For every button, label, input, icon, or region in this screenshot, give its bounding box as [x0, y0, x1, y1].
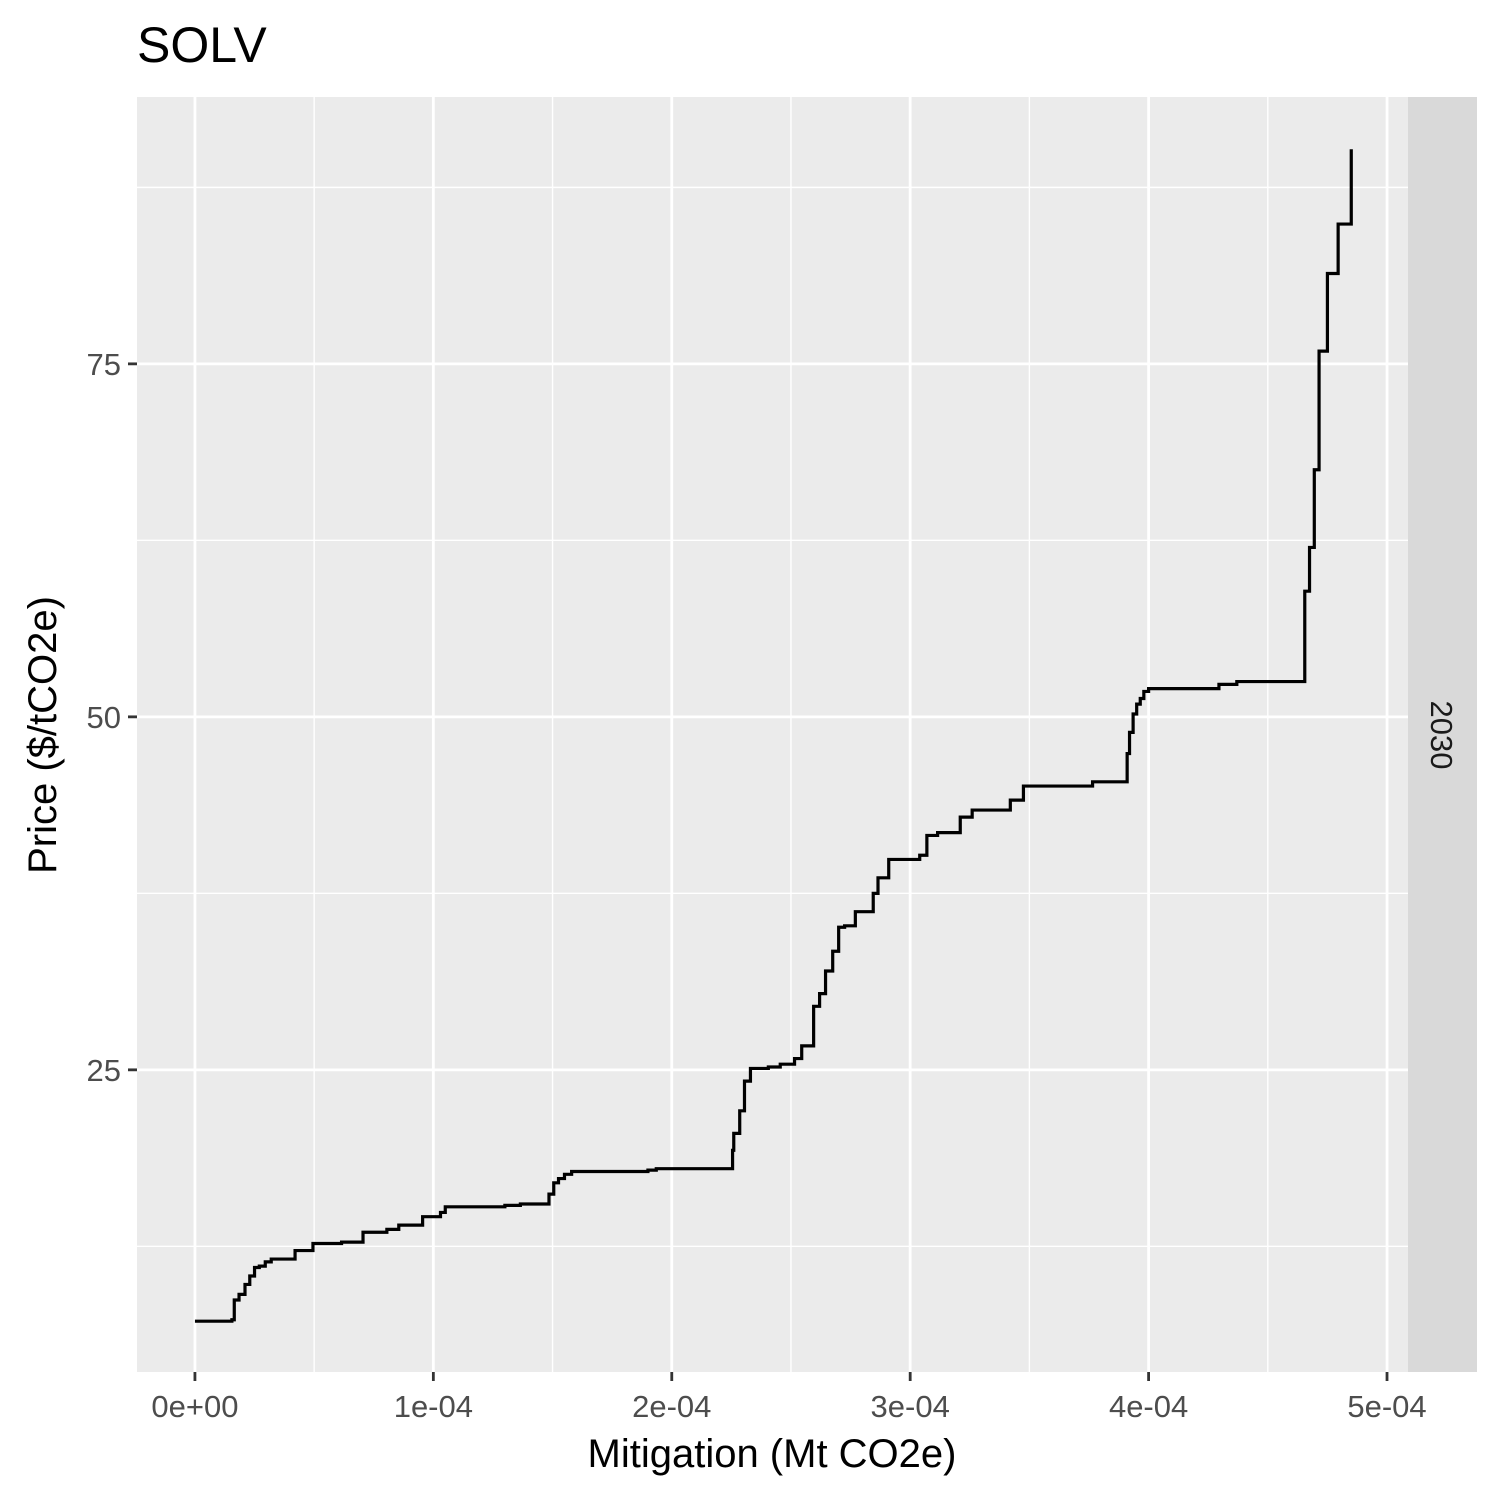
x-tick-label: 0e+00: [151, 1389, 238, 1424]
x-tick-label: 5e-04: [1347, 1389, 1426, 1424]
y-axis-ticks: 25 50 75: [87, 347, 137, 1088]
y-axis-title: Price ($/tCO2e): [21, 596, 65, 874]
x-tick-label: 2e-04: [632, 1389, 711, 1424]
series-line: [194, 149, 1353, 1323]
x-tick-label: 1e-04: [394, 1389, 473, 1424]
minor-gridlines: [137, 97, 1408, 1372]
y-tick-label: 25: [87, 1053, 121, 1088]
y-tick-label: 75: [87, 347, 121, 382]
y-tick-label: 50: [87, 700, 121, 735]
x-axis-title: Mitigation (Mt CO2e): [588, 1432, 957, 1476]
facet-strip-label: 2030: [1424, 701, 1459, 770]
x-tick-label: 3e-04: [871, 1389, 950, 1424]
facet-strip: [1408, 97, 1477, 1372]
x-tick-label: 4e-04: [1109, 1389, 1188, 1424]
plot-panel: [137, 97, 1408, 1372]
chart-title: SOLV: [137, 17, 267, 73]
major-gridlines: [137, 97, 1408, 1372]
x-axis-ticks: 0e+00 1e-04 2e-04 3e-04 4e-04 5e-04: [151, 1372, 1427, 1424]
